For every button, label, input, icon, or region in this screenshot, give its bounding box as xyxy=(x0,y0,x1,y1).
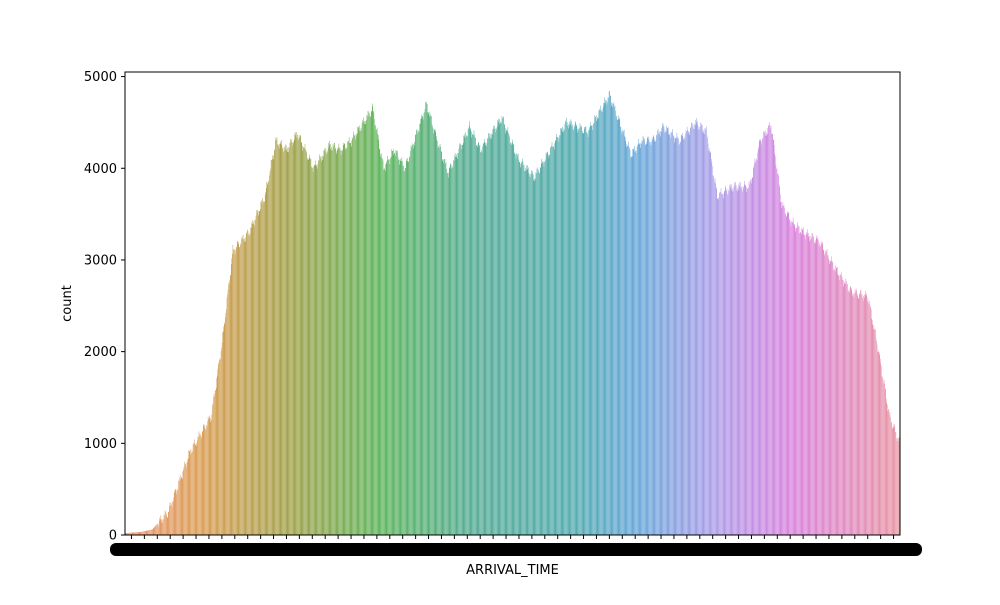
y-tick-label: 1000 xyxy=(84,437,117,452)
x-tick-labels-overlap xyxy=(110,543,922,556)
y-tick-label: 2000 xyxy=(84,345,117,360)
y-tick-label: 5000 xyxy=(84,70,117,85)
x-axis-label: ARRIVAL_TIME xyxy=(466,563,559,578)
y-tick-label: 4000 xyxy=(84,162,117,177)
x-tick-labels xyxy=(110,535,922,556)
y-tick-label: 0 xyxy=(109,529,117,544)
y-axis-ticks: 0 1000 2000 3000 4000 5000 xyxy=(84,70,125,543)
y-tick-label: 3000 xyxy=(84,253,117,268)
y-axis-label: count xyxy=(60,285,75,322)
bars-layer xyxy=(125,91,900,535)
